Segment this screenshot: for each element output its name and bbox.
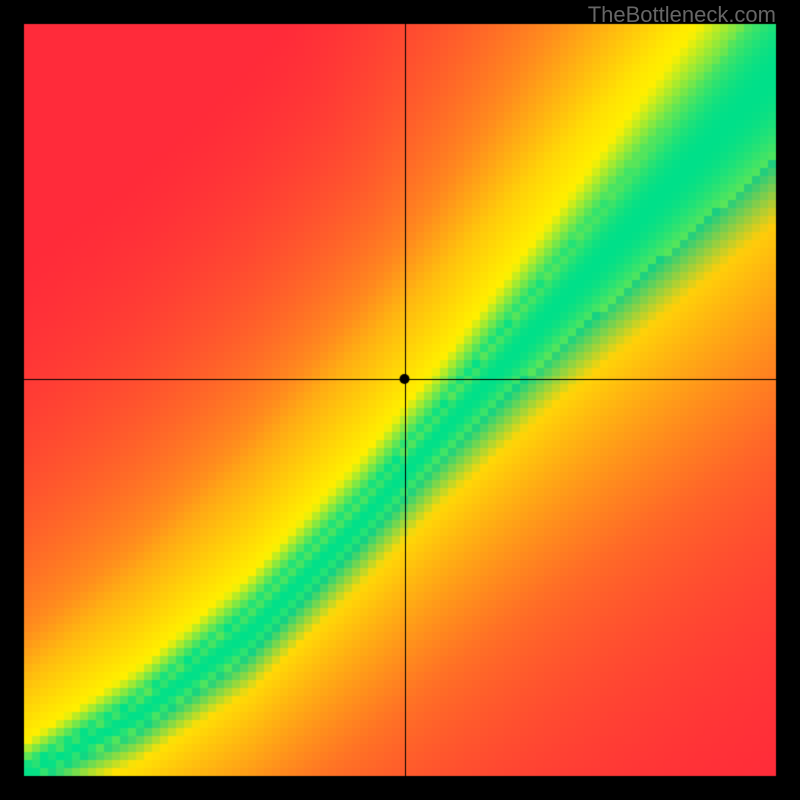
heatmap-canvas — [0, 0, 800, 800]
chart-container: TheBottleneck.com — [0, 0, 800, 800]
watermark-text: TheBottleneck.com — [588, 2, 776, 28]
